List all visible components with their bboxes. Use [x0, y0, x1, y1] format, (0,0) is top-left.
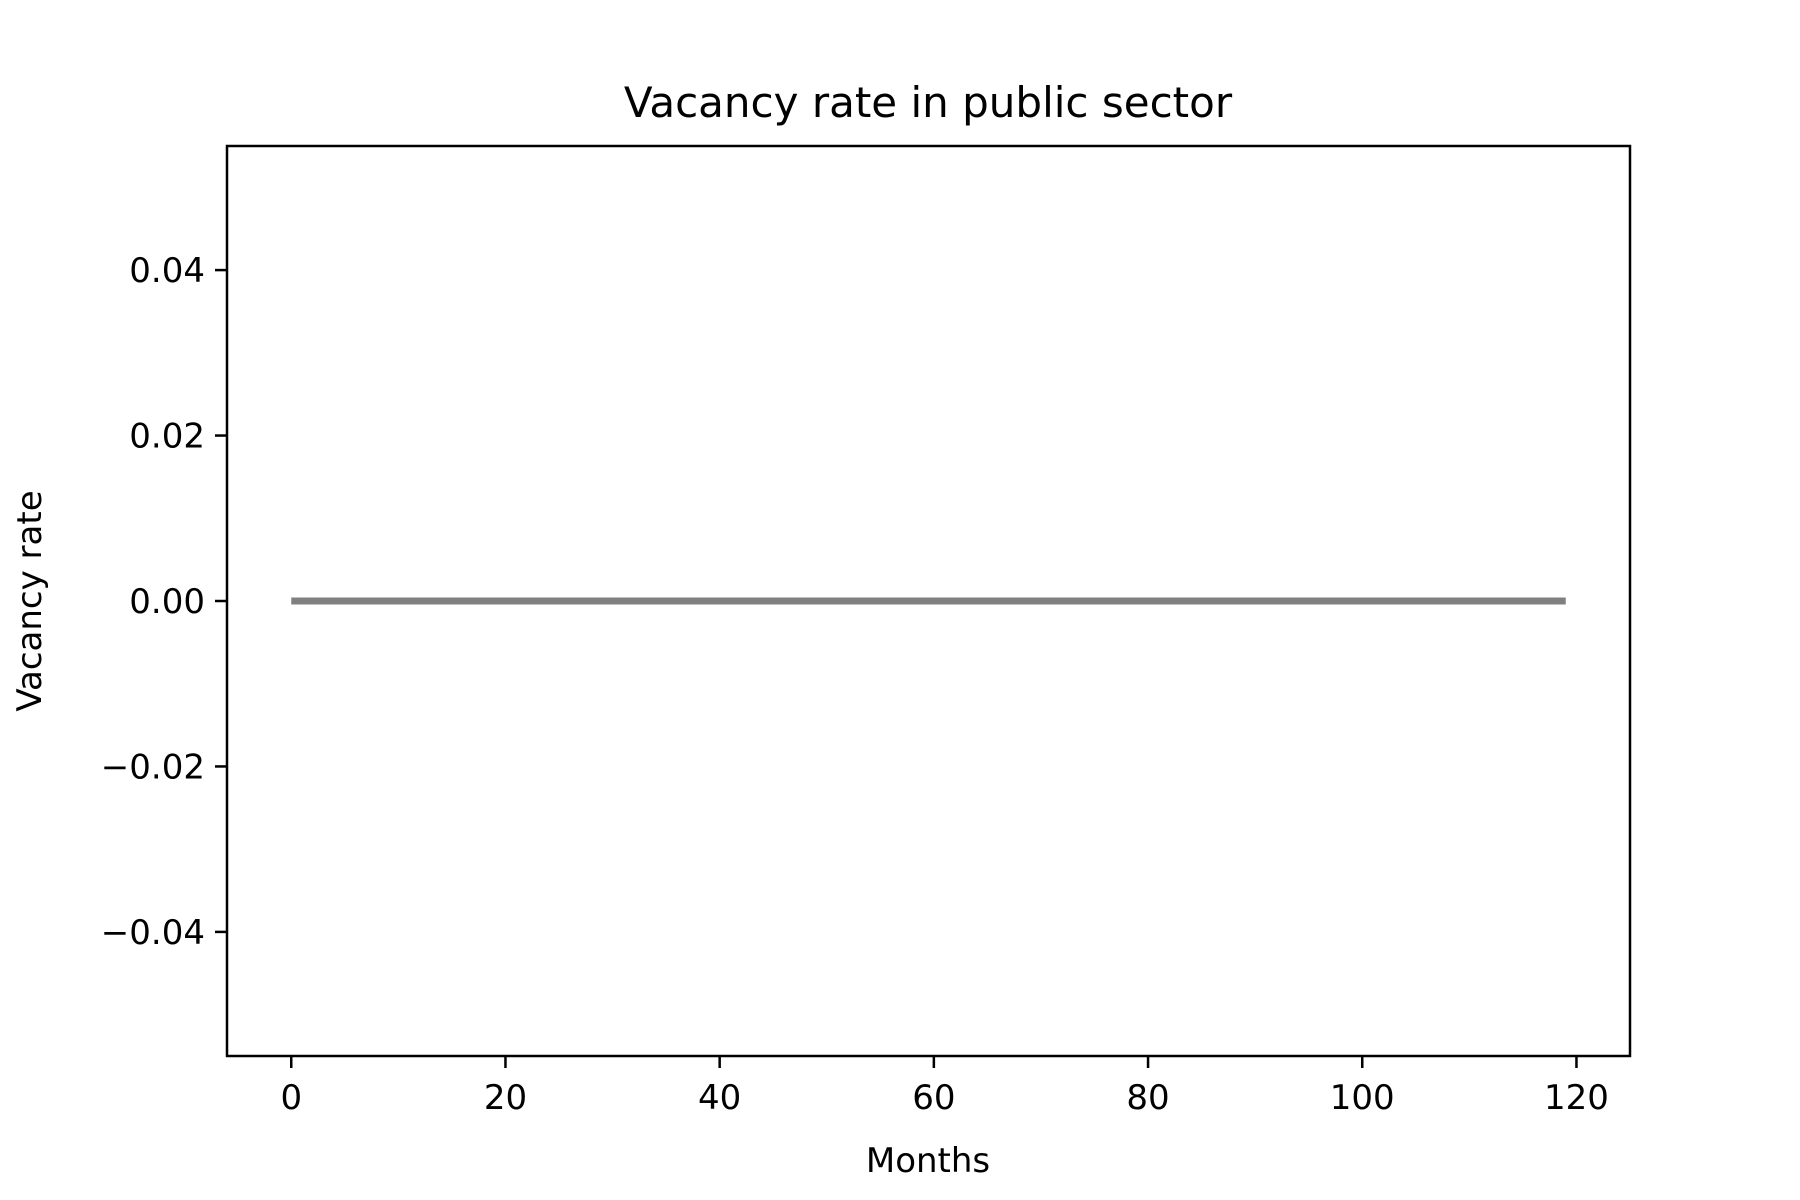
y-axis: 0.04 0.02 0.00 −0.02 −0.04: [101, 251, 227, 953]
x-tick-label: 0: [280, 1078, 302, 1118]
x-tick-label: 120: [1544, 1078, 1609, 1118]
x-tick-label: 40: [698, 1078, 741, 1118]
chart-title: Vacancy rate in public sector: [624, 78, 1233, 127]
y-tick-label: −0.04: [101, 913, 205, 953]
y-tick-label: 0.00: [129, 582, 205, 622]
x-tick-label: 20: [484, 1078, 527, 1118]
plot-area: 0 20 40 60 80 100 120 0.04 0.02 0.00 −0.02 −0.04: [101, 144, 1632, 1118]
x-tick-label: 80: [1126, 1078, 1169, 1118]
y-tick-label: 0.04: [129, 251, 205, 291]
y-axis-label: Vacancy rate: [10, 490, 50, 711]
y-tick-label: 0.02: [129, 417, 205, 457]
x-axis-label: Months: [866, 1141, 990, 1181]
x-axis: 0 20 40 60 80 100 120: [280, 1056, 1609, 1118]
y-tick-label: −0.02: [101, 747, 205, 787]
x-tick-label: 100: [1330, 1078, 1395, 1118]
x-tick-label: 60: [912, 1078, 955, 1118]
